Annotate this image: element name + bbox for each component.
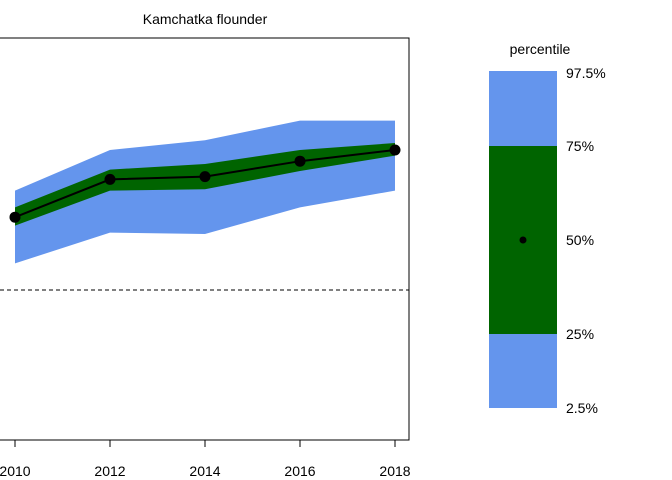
x-tick-label-2012: 2012 [94,463,125,479]
chart-title: Kamchatka flounder [143,11,268,27]
median-point-2010 [9,211,21,223]
legend-label-50: 50% [566,232,594,248]
legend: percentile 97.5% 75% 50% 25% 2.5% [489,41,606,416]
x-tick-label-2018: 2018 [379,463,410,479]
plot-frame [0,37,410,441]
median-point-2012 [104,173,116,185]
legend-median-point [519,236,527,244]
median-point-2014 [199,171,211,183]
x-axis: 2010 2012 2014 2016 2018 [0,439,411,479]
median-point-2018 [389,144,401,156]
x-tick-label-2016: 2016 [284,463,315,479]
x-tick-label-2014: 2014 [189,463,220,479]
median-point-2016 [294,155,306,167]
x-tick-label-2010: 2010 [0,463,31,479]
legend-label-75: 75% [566,138,594,154]
legend-label-25: 25% [566,326,594,342]
plot-area [0,120,409,291]
legend-label-2-5: 2.5% [566,400,598,416]
legend-label-97-5: 97.5% [566,65,606,81]
legend-title: percentile [510,41,571,57]
